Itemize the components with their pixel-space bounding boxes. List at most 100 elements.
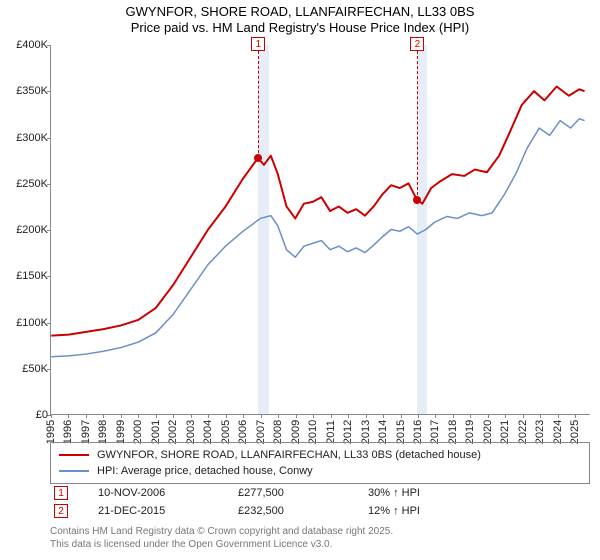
- table-row: 1 10-NOV-2006 £277,500 30% ↑ HPI: [50, 484, 590, 502]
- x-tick: [173, 414, 174, 418]
- x-axis-label: 2004: [202, 420, 214, 444]
- x-tick: [208, 414, 209, 418]
- footer-line1: Contains HM Land Registry data © Crown c…: [50, 526, 590, 539]
- x-axis-label: 2003: [185, 420, 197, 444]
- y-axis-label: £400K: [0, 39, 48, 51]
- y-axis-label: £0: [0, 409, 48, 421]
- transaction-pct: 12% ↑ HPI: [368, 505, 488, 517]
- x-tick: [435, 414, 436, 418]
- marker-badge: 2: [410, 37, 424, 51]
- x-tick: [191, 414, 192, 418]
- x-tick: [401, 414, 402, 418]
- x-axis-label: 2024: [552, 420, 564, 444]
- y-axis-label: £50K: [0, 363, 48, 375]
- x-tick: [523, 414, 524, 418]
- x-axis-label: 1999: [115, 420, 127, 444]
- marker-badge: 1: [54, 486, 68, 500]
- y-axis-label: £200K: [0, 224, 48, 236]
- chart-title-line1: GWYNFOR, SHORE ROAD, LLANFAIRFECHAN, LL3…: [0, 4, 600, 19]
- x-tick: [348, 414, 349, 418]
- x-tick: [226, 414, 227, 418]
- transaction-date: 10-NOV-2006: [98, 487, 208, 499]
- legend: GWYNFOR, SHORE ROAD, LLANFAIRFECHAN, LL3…: [50, 442, 590, 484]
- x-axis-label: 1998: [97, 420, 109, 444]
- x-axis-label: 2006: [237, 420, 249, 444]
- x-axis-label: 1995: [45, 420, 57, 444]
- marker-badge: 2: [54, 504, 68, 518]
- x-axis-label: 2020: [482, 420, 494, 444]
- x-tick: [313, 414, 314, 418]
- line-series-svg: [51, 45, 590, 414]
- x-tick: [68, 414, 69, 418]
- x-axis-label: 2018: [447, 420, 459, 444]
- x-tick: [121, 414, 122, 418]
- marker-dot: [413, 196, 421, 204]
- x-axis-label: 2000: [132, 420, 144, 444]
- y-axis-label: £100K: [0, 317, 48, 329]
- transaction-date: 21-DEC-2015: [98, 505, 208, 517]
- x-tick: [51, 414, 52, 418]
- y-axis-label: £250K: [0, 178, 48, 190]
- x-tick: [156, 414, 157, 418]
- x-tick: [453, 414, 454, 418]
- x-axis-label: 2022: [517, 420, 529, 444]
- x-tick: [86, 414, 87, 418]
- x-tick: [558, 414, 559, 418]
- x-axis-label: 2023: [534, 420, 546, 444]
- x-axis-label: 1997: [80, 420, 92, 444]
- x-tick: [296, 414, 297, 418]
- legend-row-series1: GWYNFOR, SHORE ROAD, LLANFAIRFECHAN, LL3…: [59, 447, 581, 463]
- x-axis-label: 2021: [499, 420, 511, 444]
- x-tick: [331, 414, 332, 418]
- legend-row-series2: HPI: Average price, detached house, Conw…: [59, 463, 581, 479]
- x-tick: [575, 414, 576, 418]
- x-axis-label: 2010: [307, 420, 319, 444]
- x-axis-label: 2019: [464, 420, 476, 444]
- x-tick: [278, 414, 279, 418]
- x-tick: [261, 414, 262, 418]
- series-line-price_paid: [51, 86, 584, 335]
- marker-dot: [254, 154, 262, 162]
- x-tick: [540, 414, 541, 418]
- x-tick: [488, 414, 489, 418]
- x-tick: [243, 414, 244, 418]
- table-row: 2 21-DEC-2015 £232,500 12% ↑ HPI: [50, 502, 590, 520]
- x-axis-label: 2002: [167, 420, 179, 444]
- legend-label: GWYNFOR, SHORE ROAD, LLANFAIRFECHAN, LL3…: [97, 449, 481, 461]
- marker-line: [417, 51, 418, 200]
- x-axis-label: 2012: [342, 420, 354, 444]
- x-tick: [366, 414, 367, 418]
- x-tick: [470, 414, 471, 418]
- series-line-hpi: [51, 119, 584, 357]
- x-tick: [103, 414, 104, 418]
- x-axis-label: 2013: [360, 420, 372, 444]
- x-axis-label: 2009: [290, 420, 302, 444]
- transaction-pct: 30% ↑ HPI: [368, 487, 488, 499]
- transaction-price: £232,500: [238, 505, 338, 517]
- legend-label: HPI: Average price, detached house, Conw…: [97, 465, 313, 477]
- x-axis-label: 2011: [325, 420, 337, 444]
- marker-line: [258, 51, 259, 158]
- x-axis-label: 2017: [429, 420, 441, 444]
- transaction-price: £277,500: [238, 487, 338, 499]
- chart-area: 1995199619971998199920002001200220032004…: [0, 37, 600, 437]
- legend-swatch: [59, 454, 89, 456]
- x-axis-label: 2005: [220, 420, 232, 444]
- footer-attribution: Contains HM Land Registry data © Crown c…: [50, 526, 590, 551]
- x-axis-label: 2001: [150, 420, 162, 444]
- x-tick: [505, 414, 506, 418]
- transaction-table: 1 10-NOV-2006 £277,500 30% ↑ HPI 2 21-DE…: [50, 484, 590, 520]
- marker-badge: 1: [251, 37, 265, 51]
- x-axis-label: 2007: [255, 420, 267, 444]
- x-axis-label: 2016: [412, 420, 424, 444]
- legend-swatch: [59, 470, 89, 472]
- footer-line2: This data is licensed under the Open Gov…: [50, 539, 590, 552]
- plot-region: 1995199619971998199920002001200220032004…: [50, 45, 590, 415]
- x-axis-label: 1996: [62, 420, 74, 444]
- x-tick: [383, 414, 384, 418]
- x-axis-label: 2014: [377, 420, 389, 444]
- x-axis-label: 2015: [395, 420, 407, 444]
- x-axis-label: 2008: [272, 420, 284, 444]
- y-axis-label: £150K: [0, 270, 48, 282]
- x-tick: [418, 414, 419, 418]
